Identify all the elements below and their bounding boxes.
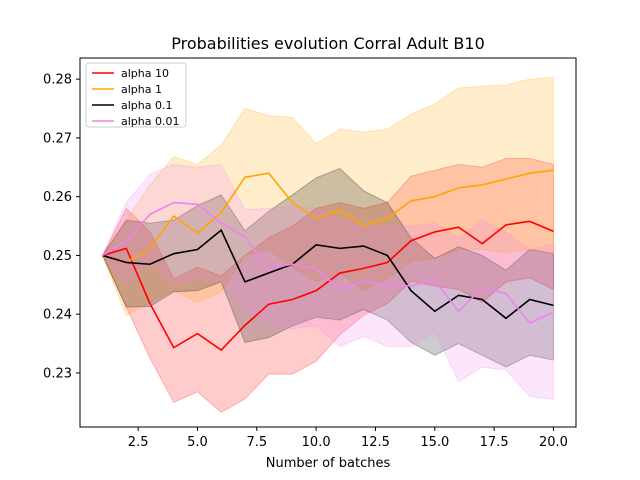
series-lines — [102, 169, 554, 352]
legend-label-alpha-0-1: alpha 0.1 — [121, 99, 172, 112]
x-tick-label: 5.0 — [187, 435, 208, 450]
legend-label-alpha-10: alpha 10 — [121, 67, 169, 80]
x-tick-label: 10.0 — [302, 435, 331, 450]
line-alpha-10 — [102, 220, 554, 352]
legend: alpha 10 alpha 1 alpha 0.1 alpha 0.01 — [85, 62, 187, 128]
y-tick-label: 0.24 — [43, 308, 72, 323]
x-tick-label: 17.5 — [480, 435, 509, 450]
y-tick-label: 0.27 — [43, 131, 72, 146]
x-axis-ticks: 2.5 5.0 7.5 10.0 12.5 15.0 17.5 20.0 — [128, 427, 568, 450]
x-tick-label: 2.5 — [128, 435, 149, 450]
line-alpha-0-1 — [102, 228, 554, 320]
y-axis-ticks: 0.23 0.24 0.25 0.26 0.27 0.28 — [43, 73, 80, 381]
legend-label-alpha-1: alpha 1 — [121, 83, 162, 96]
line-alpha-1 — [102, 169, 554, 264]
y-tick-label: 0.28 — [43, 73, 72, 88]
plot-frame — [79, 57, 577, 428]
x-axis-label: Number of batches — [266, 456, 391, 471]
y-tick-label: 0.26 — [43, 190, 72, 205]
legend-box — [85, 62, 187, 128]
band-alpha-10 — [101, 157, 554, 413]
x-tick-label: 15.0 — [420, 435, 449, 450]
chart-title: Probabilities evolution Corral Adult B10 — [171, 34, 485, 53]
x-tick-label: 12.5 — [361, 435, 390, 450]
x-tick-label: 20.0 — [539, 435, 568, 450]
line-alpha-0-01 — [102, 201, 554, 324]
x-tick-label: 7.5 — [246, 435, 267, 450]
y-tick-label: 0.25 — [43, 249, 72, 264]
y-tick-label: 0.23 — [43, 366, 72, 381]
legend-label-alpha-0-01: alpha 0.01 — [121, 115, 179, 128]
